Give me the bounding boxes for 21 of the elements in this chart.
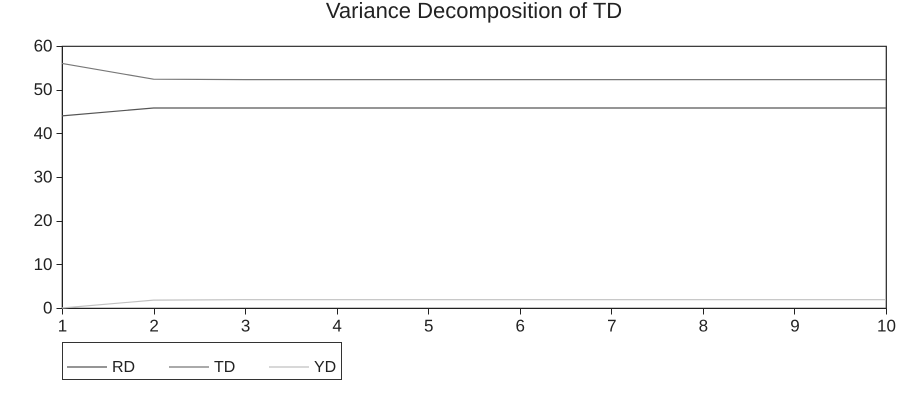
x-tick-label: 8: [698, 316, 708, 336]
x-tick-label: 7: [607, 316, 617, 336]
x-tick-label: 10: [877, 316, 896, 336]
x-tick-label: 6: [516, 316, 526, 336]
x-tick-label: 2: [149, 316, 159, 336]
y-tick-label: 30: [34, 168, 52, 186]
legend-label: YD: [314, 359, 336, 376]
legend-label: TD: [214, 359, 236, 376]
y-tick-label: 0: [43, 298, 52, 318]
y-tick-label: 60: [34, 36, 52, 56]
y-tick-label: 50: [34, 80, 52, 100]
x-tick-label: 9: [790, 316, 800, 336]
y-tick-label: 40: [34, 124, 52, 143]
y-tick-label: 10: [34, 254, 52, 274]
chart-title: Variance Decomposition of TD: [326, 0, 622, 23]
y-tick-label: 20: [34, 211, 52, 230]
x-tick-label: 1: [58, 316, 68, 336]
x-tick-label: 3: [240, 316, 250, 336]
legend-label: RD: [112, 359, 136, 376]
x-tick-label: 4: [332, 316, 342, 336]
x-tick-label: 5: [424, 316, 434, 336]
